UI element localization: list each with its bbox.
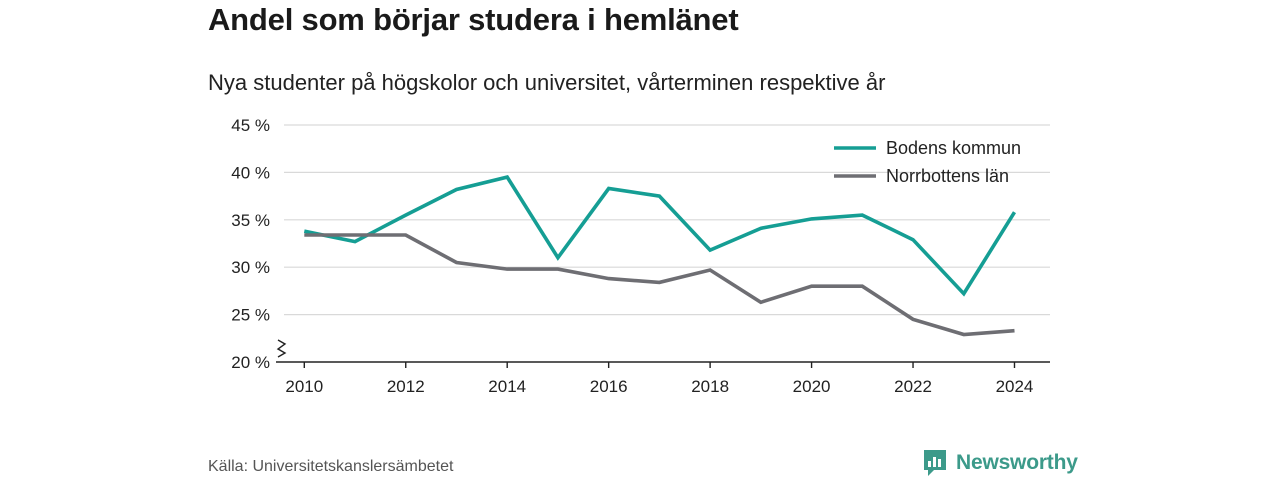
chart-title: Andel som börjar studera i hemlänet xyxy=(208,2,739,37)
axis-break-icon xyxy=(276,339,287,358)
x-tick-label: 2022 xyxy=(894,377,932,396)
series-line-0 xyxy=(303,175,1017,297)
y-axis-tick-labels: 20 % 25 % 30 % 35 % 40 % 45 % xyxy=(231,116,270,372)
brand-logo: Newsworthy xyxy=(922,448,1078,478)
x-axis-tick-labels: 2010 2012 2014 2016 2018 2020 2022 2024 xyxy=(285,362,1033,396)
x-tick-label: 2024 xyxy=(996,377,1034,396)
chart-subtitle: Nya studenter på högskolor och universit… xyxy=(208,70,886,95)
legend: Bodens kommun Norrbottens län xyxy=(834,138,1021,186)
gridlines xyxy=(284,124,1050,316)
series-lines xyxy=(303,175,1017,337)
y-tick-label: 35 % xyxy=(231,211,270,230)
newsworthy-logo-icon xyxy=(924,450,946,476)
line-chart: 20 %25 %30 %35 %40 %45 % 2010 2012 2014 201… xyxy=(231,116,1050,396)
y-tick-label: 30 % xyxy=(231,258,270,277)
y-tick-label: 20 % xyxy=(231,353,270,372)
y-tick-label: 45 % xyxy=(231,116,270,135)
x-tick-label: 2018 xyxy=(691,377,729,396)
x-tick-label: 2010 xyxy=(285,377,323,396)
x-tick-label: 2016 xyxy=(590,377,628,396)
y-tick-label: 40 % xyxy=(231,163,270,182)
x-axis xyxy=(276,339,1050,363)
series-line-1 xyxy=(304,233,1015,337)
x-tick-label: 2020 xyxy=(793,377,831,396)
source-note: Källa: Universitetskanslersämbetet xyxy=(208,458,454,475)
brand-name: Newsworthy xyxy=(956,451,1078,474)
x-tick-label: 2014 xyxy=(488,377,526,396)
legend-label-1: Norrbottens län xyxy=(886,166,1009,186)
y-tick-label: 25 % xyxy=(231,306,270,325)
x-tick-label: 2012 xyxy=(387,377,425,396)
legend-label-0: Bodens kommun xyxy=(886,138,1021,158)
